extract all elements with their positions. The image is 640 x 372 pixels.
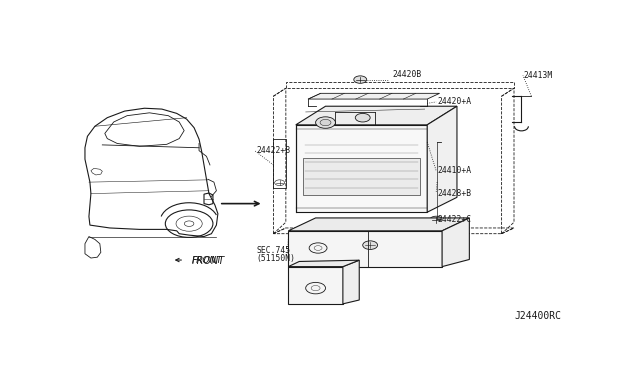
Text: SEC.745: SEC.745 [256,246,290,255]
Polygon shape [343,260,359,304]
Circle shape [429,216,443,224]
Text: 24410+A: 24410+A [437,166,471,175]
Polygon shape [288,260,359,267]
Text: 24420B: 24420B [392,70,422,79]
Circle shape [320,119,331,126]
Circle shape [316,117,335,128]
Polygon shape [428,106,457,212]
Text: (51150N): (51150N) [256,254,295,263]
Text: 24420+A: 24420+A [437,97,471,106]
Circle shape [355,113,370,122]
Polygon shape [288,218,469,231]
Circle shape [363,241,378,250]
Circle shape [354,76,367,83]
Text: FRONT: FRONT [191,256,222,265]
Text: 24422+C: 24422+C [437,215,471,224]
Bar [303,158,420,195]
Polygon shape [308,93,440,99]
Text: 24422+B: 24422+B [256,146,290,155]
Polygon shape [288,267,343,304]
Text: 24428+B: 24428+B [437,189,471,198]
Polygon shape [296,125,428,212]
Text: J24400RC: J24400RC [514,311,561,321]
Polygon shape [442,218,469,267]
Text: 24413M: 24413M [524,71,553,80]
Polygon shape [288,231,442,267]
Text: FRONT: FRONT [191,256,225,266]
Polygon shape [296,106,457,125]
